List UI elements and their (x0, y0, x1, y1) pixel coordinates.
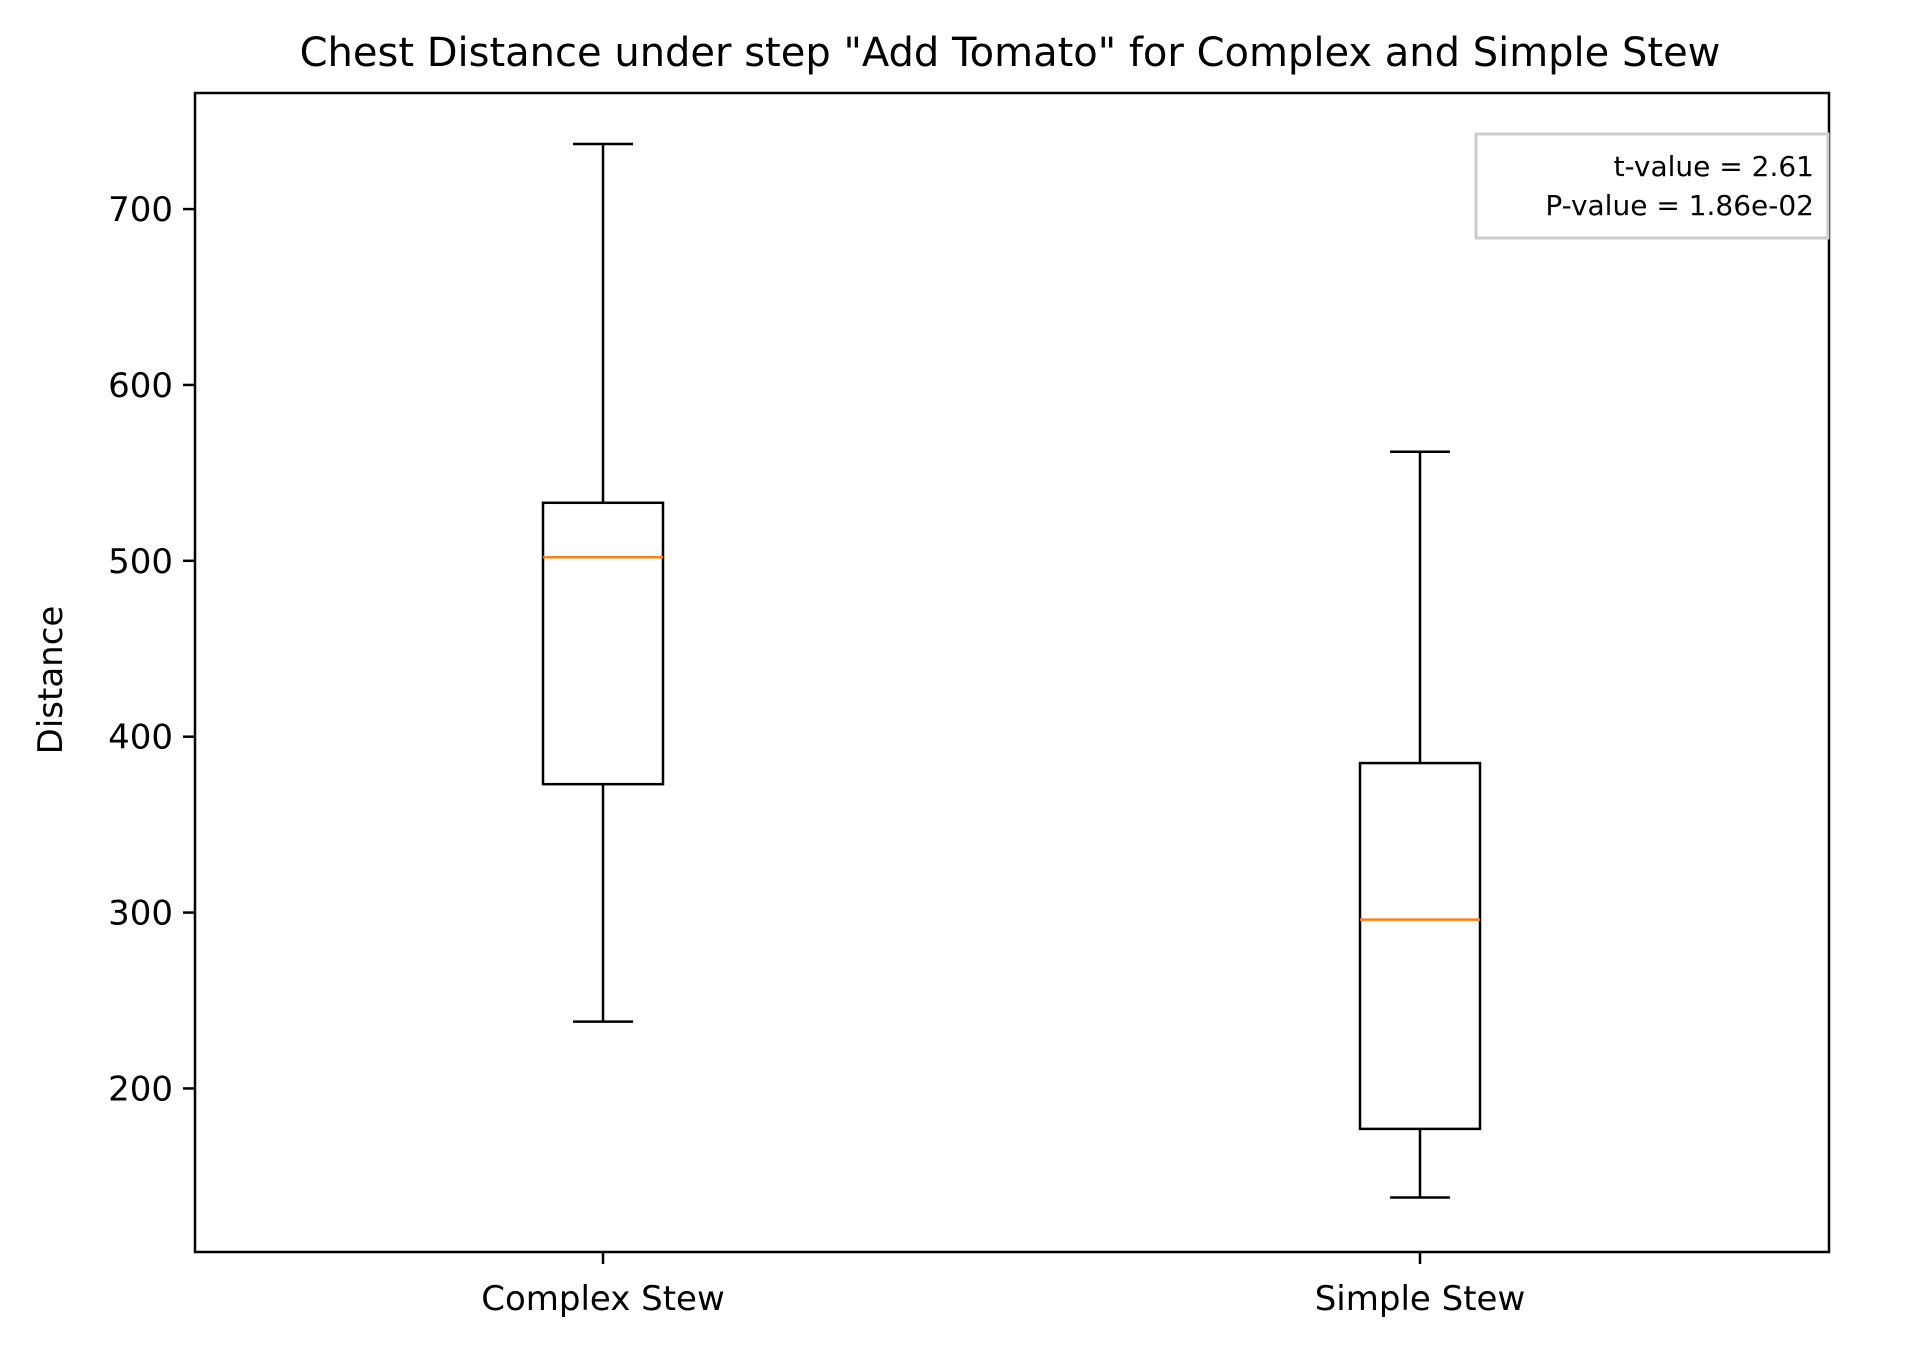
y-tick-label: 300 (108, 894, 173, 934)
y-tick-label: 600 (108, 366, 173, 406)
plot-area: 200 300 400 500 600 700 Complex Stew Simple Ste… (108, 91, 1831, 1319)
stats-annotation: t-value = 2.61 P-value = 1.86e-02 (1474, 132, 1830, 240)
y-tick-label: 200 (108, 1069, 173, 1109)
p-value-text: P-value = 1.86e-02 (1545, 189, 1814, 222)
t-value-text: t-value = 2.61 (1614, 150, 1814, 183)
y-tick-label: 700 (108, 190, 173, 230)
x-tick-label: Complex Stew (481, 1279, 725, 1319)
iqr-box (1358, 761, 1482, 1131)
y-tick-label: 400 (108, 718, 173, 758)
x-tick-label: Simple Stew (1315, 1279, 1526, 1319)
chart-title: Chest Distance under step "Add Tomato" f… (300, 30, 1721, 76)
y-tick-label: 500 (108, 542, 173, 582)
box-group (541, 142, 665, 1023)
y-axis-label: Distance (31, 606, 71, 755)
box-group (1358, 450, 1482, 1199)
axes-frame (193, 91, 1831, 1254)
stats-annotation-frame (1474, 132, 1830, 240)
iqr-box (541, 501, 665, 786)
